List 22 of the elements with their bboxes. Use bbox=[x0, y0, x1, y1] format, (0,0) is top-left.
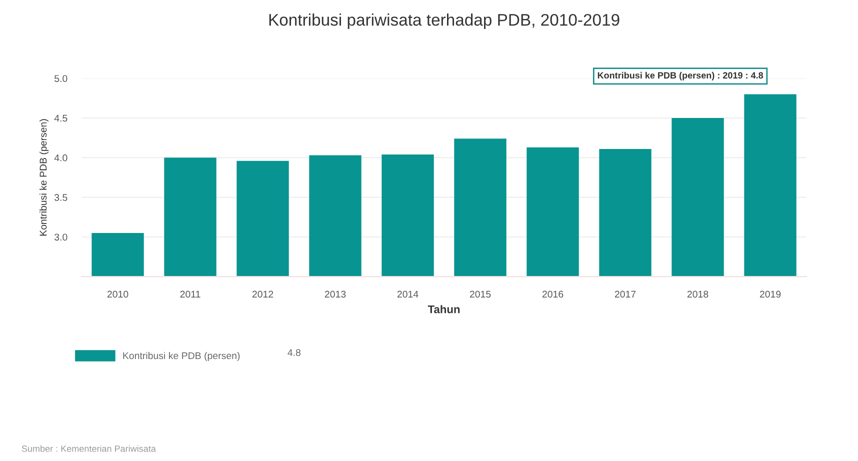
y-tick-label: 4.5 bbox=[54, 114, 68, 122]
x-tick-label: 2011 bbox=[180, 290, 200, 298]
x-tick-label: 2018 bbox=[687, 290, 708, 298]
x-tick-label: 2016 bbox=[542, 290, 564, 298]
text: Sumber : Kementerian Pariwisata bbox=[22, 445, 156, 452]
y-tick-label: 4.0 bbox=[54, 154, 68, 162]
y-axis-title: Kontribusi ke PDB (persen) bbox=[39, 119, 49, 236]
x-tick-label: 2012 bbox=[252, 290, 274, 298]
y-tick-label: 3.5 bbox=[54, 194, 68, 201]
y-tick-label: 5.0 bbox=[54, 75, 68, 82]
x-tick-label: 2014 bbox=[397, 290, 418, 298]
x-tick-label: 2010 bbox=[107, 290, 128, 298]
chart-title: Kontribusi pariwisata terhadap PDB, 2010-2019 bbox=[269, 14, 620, 30]
text: 4.8 bbox=[288, 349, 301, 356]
y-tick-label: 3.0 bbox=[54, 234, 68, 241]
x-tick-label: 2013 bbox=[324, 290, 346, 298]
x-axis-title: Tahun bbox=[428, 305, 460, 314]
x-tick-label: 2019 bbox=[760, 290, 781, 298]
annotation: Kontribusi ke PDB (persen) : 2019 : 4.8 bbox=[598, 72, 764, 80]
x-tick-label: 2017 bbox=[614, 290, 636, 298]
x-tick-label: 2015 bbox=[470, 290, 491, 298]
legend-label: Kontribusi ke PDB (persen) bbox=[123, 352, 240, 362]
